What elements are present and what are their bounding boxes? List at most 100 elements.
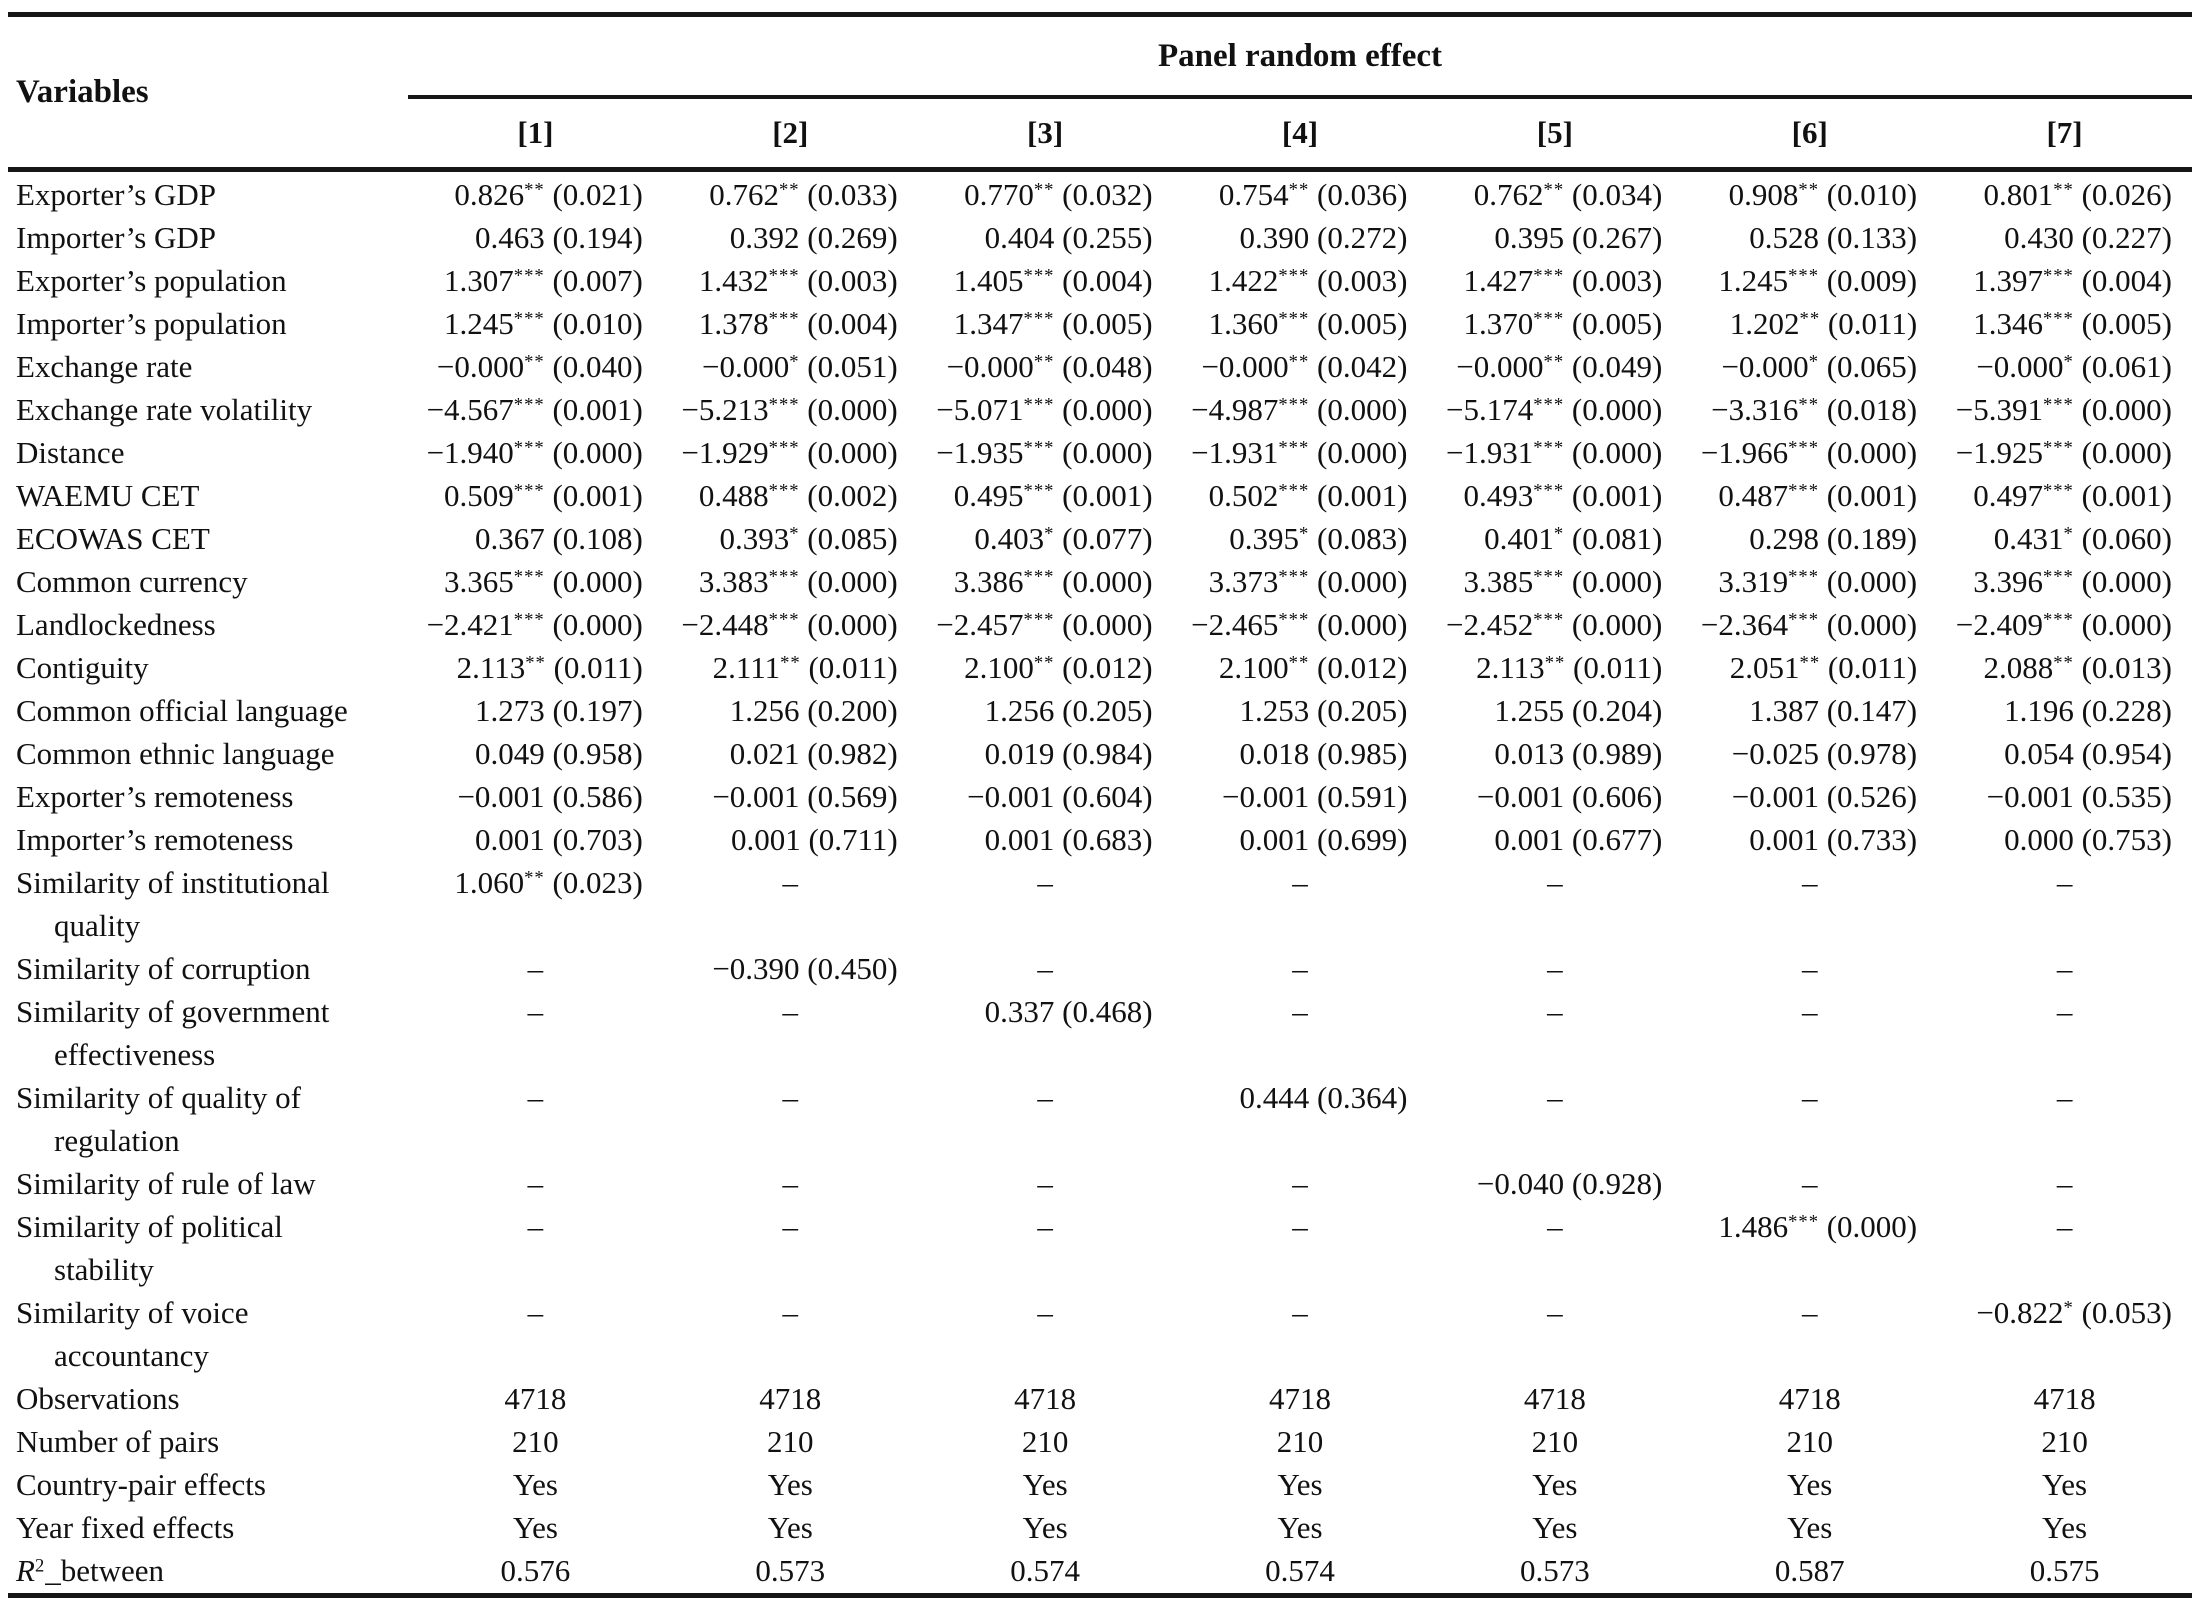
- cell: 0.576: [500, 1553, 571, 1588]
- cell: 0.395* (0.083): [1229, 521, 1408, 556]
- cell: 1.256 (0.200): [729, 693, 898, 728]
- cell: 0.054 (0.954): [2004, 736, 2172, 771]
- cell: −1.929*** (0.000): [681, 435, 898, 470]
- cell: −0.000* (0.051): [702, 349, 898, 384]
- cell: 2.113** (0.011): [1476, 650, 1663, 685]
- cell: 0.019 (0.984): [984, 736, 1153, 771]
- table-row: Similarity of quality of regulation – – – 0.4…: [8, 1076, 2192, 1162]
- cell: 3.365*** (0.000): [444, 564, 643, 599]
- cell: 0.826** (0.021): [454, 177, 643, 212]
- cell: 210: [1276, 1424, 1324, 1459]
- table-row: Exporter’s population 1.307*** (0.007) 1.4…: [8, 259, 2192, 302]
- cell: 0.001 (0.683): [984, 822, 1153, 857]
- cell: −3.316** (0.018): [1711, 392, 1918, 427]
- cell: −0.000* (0.061): [1976, 349, 2172, 384]
- cell: 4718: [504, 1381, 567, 1416]
- cell: 1.245*** (0.009): [1718, 263, 1918, 298]
- cell: −0.025 (0.978): [1731, 736, 1918, 771]
- cell: −4.567*** (0.001): [426, 392, 643, 427]
- column-headers: [1] [2] [3] [4] [5] [6] [7]: [408, 99, 2192, 167]
- cell: 4718: [759, 1381, 822, 1416]
- cell: –: [1801, 865, 1818, 900]
- cell: −0.000** (0.048): [946, 349, 1153, 384]
- table-row: Exporter’s remoteness −0.001 (0.586) −0.00…: [8, 775, 2192, 818]
- cell: 0.587: [1774, 1553, 1845, 1588]
- cell: 4718: [1014, 1381, 1077, 1416]
- cell: 2.051** (0.011): [1729, 650, 1918, 685]
- table-row: WAEMU CET 0.509*** (0.001) 0.488*** (0.002…: [8, 474, 2192, 517]
- cell: Yes: [2042, 1510, 2088, 1545]
- row-label: Contiguity: [16, 650, 149, 685]
- row-label: Importer’s remoteness: [16, 822, 294, 857]
- cell: −4.987*** (0.000): [1191, 392, 1408, 427]
- row-label: Number of pairs: [16, 1424, 220, 1459]
- row-label: Landlockedness: [16, 607, 216, 642]
- row-label: Exchange rate: [16, 349, 193, 384]
- cell: 3.396*** (0.000): [1973, 564, 2172, 599]
- cell: –: [1801, 994, 1818, 1029]
- cell: 2.113** (0.011): [456, 650, 643, 685]
- row-label: WAEMU CET: [16, 478, 200, 513]
- cell: 1.060** (0.023): [454, 865, 643, 900]
- cell: 1.387 (0.147): [1749, 693, 1918, 728]
- row-label: Similarity of government effectiveness: [16, 994, 330, 1072]
- cell: 0.488*** (0.002): [698, 478, 898, 513]
- cell: −2.465*** (0.000): [1191, 607, 1408, 642]
- cell: 0.908** (0.010): [1728, 177, 1918, 212]
- cell: –: [782, 1295, 799, 1330]
- cell: −1.966*** (0.000): [1700, 435, 1918, 470]
- cell: 1.347*** (0.005): [953, 306, 1153, 341]
- cell: 0.502*** (0.001): [1208, 478, 1408, 513]
- cell: 3.386*** (0.000): [953, 564, 1153, 599]
- cell: −2.452*** (0.000): [1446, 607, 1663, 642]
- cell: 1.422*** (0.003): [1208, 263, 1408, 298]
- table-body: Exporter’s GDP 0.826** (0.021) 0.762** (0.…: [8, 172, 2192, 1598]
- table-row: Contiguity 2.113** (0.011) 2.111** (0.011)…: [8, 646, 2192, 689]
- row-label: Exchange rate volatility: [16, 392, 313, 427]
- table-row: Year fixed effects Yes Yes Yes Yes Yes Yes Yes: [8, 1506, 2192, 1549]
- cell: 0.762** (0.033): [709, 177, 898, 212]
- table-row: Similarity of political stability – – – – – 1.4…: [8, 1205, 2192, 1291]
- cell: –: [782, 1166, 799, 1201]
- cell: −0.040 (0.928): [1476, 1166, 1663, 1201]
- cell: Yes: [1532, 1467, 1578, 1502]
- cell: Yes: [1787, 1510, 1833, 1545]
- cell: –: [1292, 1295, 1308, 1330]
- cell: 0.021 (0.982): [729, 736, 898, 771]
- row-label: Exporter’s population: [16, 263, 287, 298]
- cell: 0.001 (0.699): [1239, 822, 1408, 857]
- cell: 0.487*** (0.001): [1718, 478, 1918, 513]
- cell: 0.770** (0.032): [964, 177, 1153, 212]
- cell: 0.001 (0.703): [474, 822, 643, 857]
- row-label: Exporter’s GDP: [16, 177, 217, 212]
- row-label: Similarity of political stability: [16, 1209, 283, 1287]
- cell: −0.000** (0.040): [436, 349, 643, 384]
- cell: 0.395 (0.267): [1494, 220, 1663, 255]
- cell: 0.575: [2029, 1553, 2100, 1588]
- cell: 210: [2041, 1424, 2088, 1459]
- cell: 0.013 (0.989): [1494, 736, 1663, 771]
- cell: 1.370*** (0.005): [1463, 306, 1663, 341]
- table-row: Importer’s remoteness 0.001 (0.703) 0.001 …: [8, 818, 2192, 861]
- cell: 0.298 (0.189): [1749, 521, 1918, 556]
- cell: 1.245*** (0.010): [444, 306, 643, 341]
- cell: –: [1801, 951, 1818, 986]
- cell: 0.431* (0.060): [1993, 521, 2172, 556]
- cell: 0.000 (0.753): [2004, 822, 2172, 857]
- table-row: Landlockedness −2.421*** (0.000) −2.448***…: [8, 603, 2192, 646]
- cell: 0.401* (0.081): [1484, 521, 1663, 556]
- cell: −2.364*** (0.000): [1700, 607, 1918, 642]
- cell: 0.404 (0.255): [984, 220, 1153, 255]
- table-row: Similarity of government effectiveness – – 0…: [8, 990, 2192, 1076]
- row-label: Importer’s population: [16, 306, 287, 341]
- cell: 210: [512, 1424, 559, 1459]
- cell: –: [1292, 1166, 1308, 1201]
- cell: 1.253 (0.205): [1239, 693, 1408, 728]
- cell: –: [1547, 994, 1563, 1029]
- cell: 1.273 (0.197): [474, 693, 643, 728]
- cell: –: [1037, 865, 1053, 900]
- cell: 3.319*** (0.000): [1718, 564, 1918, 599]
- cell: –: [782, 994, 799, 1029]
- table-row: Observations 4718 4718 4718 4718 4718 4718 4718: [8, 1377, 2192, 1420]
- cell: 0.573: [755, 1553, 826, 1588]
